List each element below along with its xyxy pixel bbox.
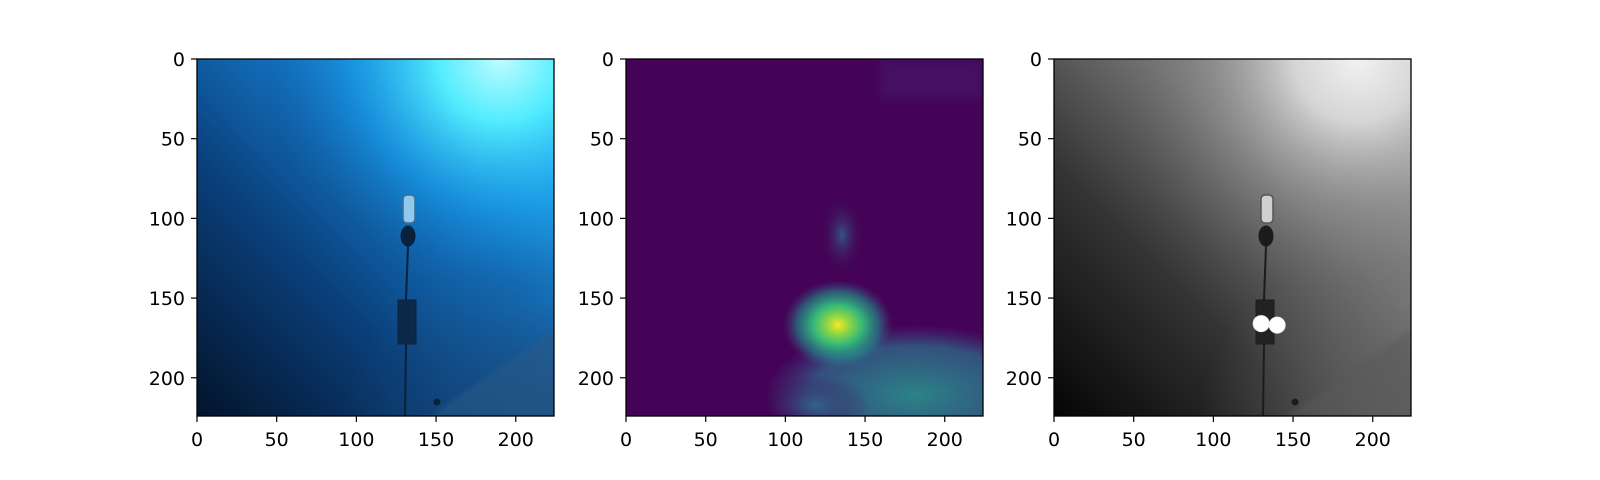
y-tick-label: 100 xyxy=(1006,208,1042,230)
y-tick-label: 200 xyxy=(149,368,185,390)
y-tick-label: 100 xyxy=(149,208,185,230)
x-tick-label: 100 xyxy=(338,429,374,451)
underwater-photo xyxy=(197,59,554,416)
activation-heatmap-panel: 0 50 100 150 200 0 50 100 150 200 xyxy=(578,49,984,451)
y-tick-label: 150 xyxy=(578,288,614,310)
x-tick-label: 200 xyxy=(1355,429,1391,451)
grayscale-marked-panel: 0 50 100 150 200 0 50 100 150 200 xyxy=(1006,49,1412,451)
y-tick-label: 0 xyxy=(602,49,614,71)
underwater-photo-panel: 0 50 100 150 200 0 50 100 150 200 xyxy=(149,49,555,451)
y-tick-label: 200 xyxy=(578,368,614,390)
axes-ticks: 0 50 100 150 200 0 50 100 150 200 xyxy=(1006,49,1391,451)
x-tick-label: 150 xyxy=(847,429,883,451)
keypoint-markers xyxy=(1252,315,1286,334)
x-tick-label: 50 xyxy=(694,429,718,451)
x-tick-label: 150 xyxy=(418,429,454,451)
x-tick-label: 0 xyxy=(620,429,632,451)
x-tick-label: 0 xyxy=(191,429,203,451)
axes-ticks: 0 50 100 150 200 0 50 100 150 200 xyxy=(149,49,534,451)
activation-heatmap xyxy=(626,59,983,416)
grayscale-photo xyxy=(1054,59,1411,416)
x-tick-label: 150 xyxy=(1275,429,1311,451)
keypoint-marker xyxy=(1268,316,1286,334)
x-tick-label: 50 xyxy=(265,429,289,451)
y-tick-label: 100 xyxy=(578,208,614,230)
axes-ticks: 0 50 100 150 200 0 50 100 150 200 xyxy=(578,49,963,451)
y-tick-label: 0 xyxy=(1030,49,1042,71)
y-tick-label: 150 xyxy=(149,288,185,310)
x-tick-label: 100 xyxy=(1195,429,1231,451)
mooring-line xyxy=(397,194,441,416)
x-tick-label: 0 xyxy=(1048,429,1060,451)
mooring-line xyxy=(1255,194,1299,416)
axes-frame xyxy=(625,58,984,417)
axes-frame xyxy=(196,58,555,417)
y-tick-label: 50 xyxy=(1018,129,1042,151)
y-tick-label: 200 xyxy=(1006,368,1042,390)
y-tick-label: 50 xyxy=(161,129,185,151)
y-tick-label: 150 xyxy=(1006,288,1042,310)
x-tick-label: 200 xyxy=(927,429,963,451)
x-tick-label: 200 xyxy=(498,429,534,451)
x-tick-label: 50 xyxy=(1122,429,1146,451)
y-tick-label: 50 xyxy=(590,129,614,151)
keypoint-marker xyxy=(1252,315,1270,333)
y-tick-label: 0 xyxy=(173,49,185,71)
x-tick-label: 100 xyxy=(767,429,803,451)
axes-frame xyxy=(1053,58,1412,417)
